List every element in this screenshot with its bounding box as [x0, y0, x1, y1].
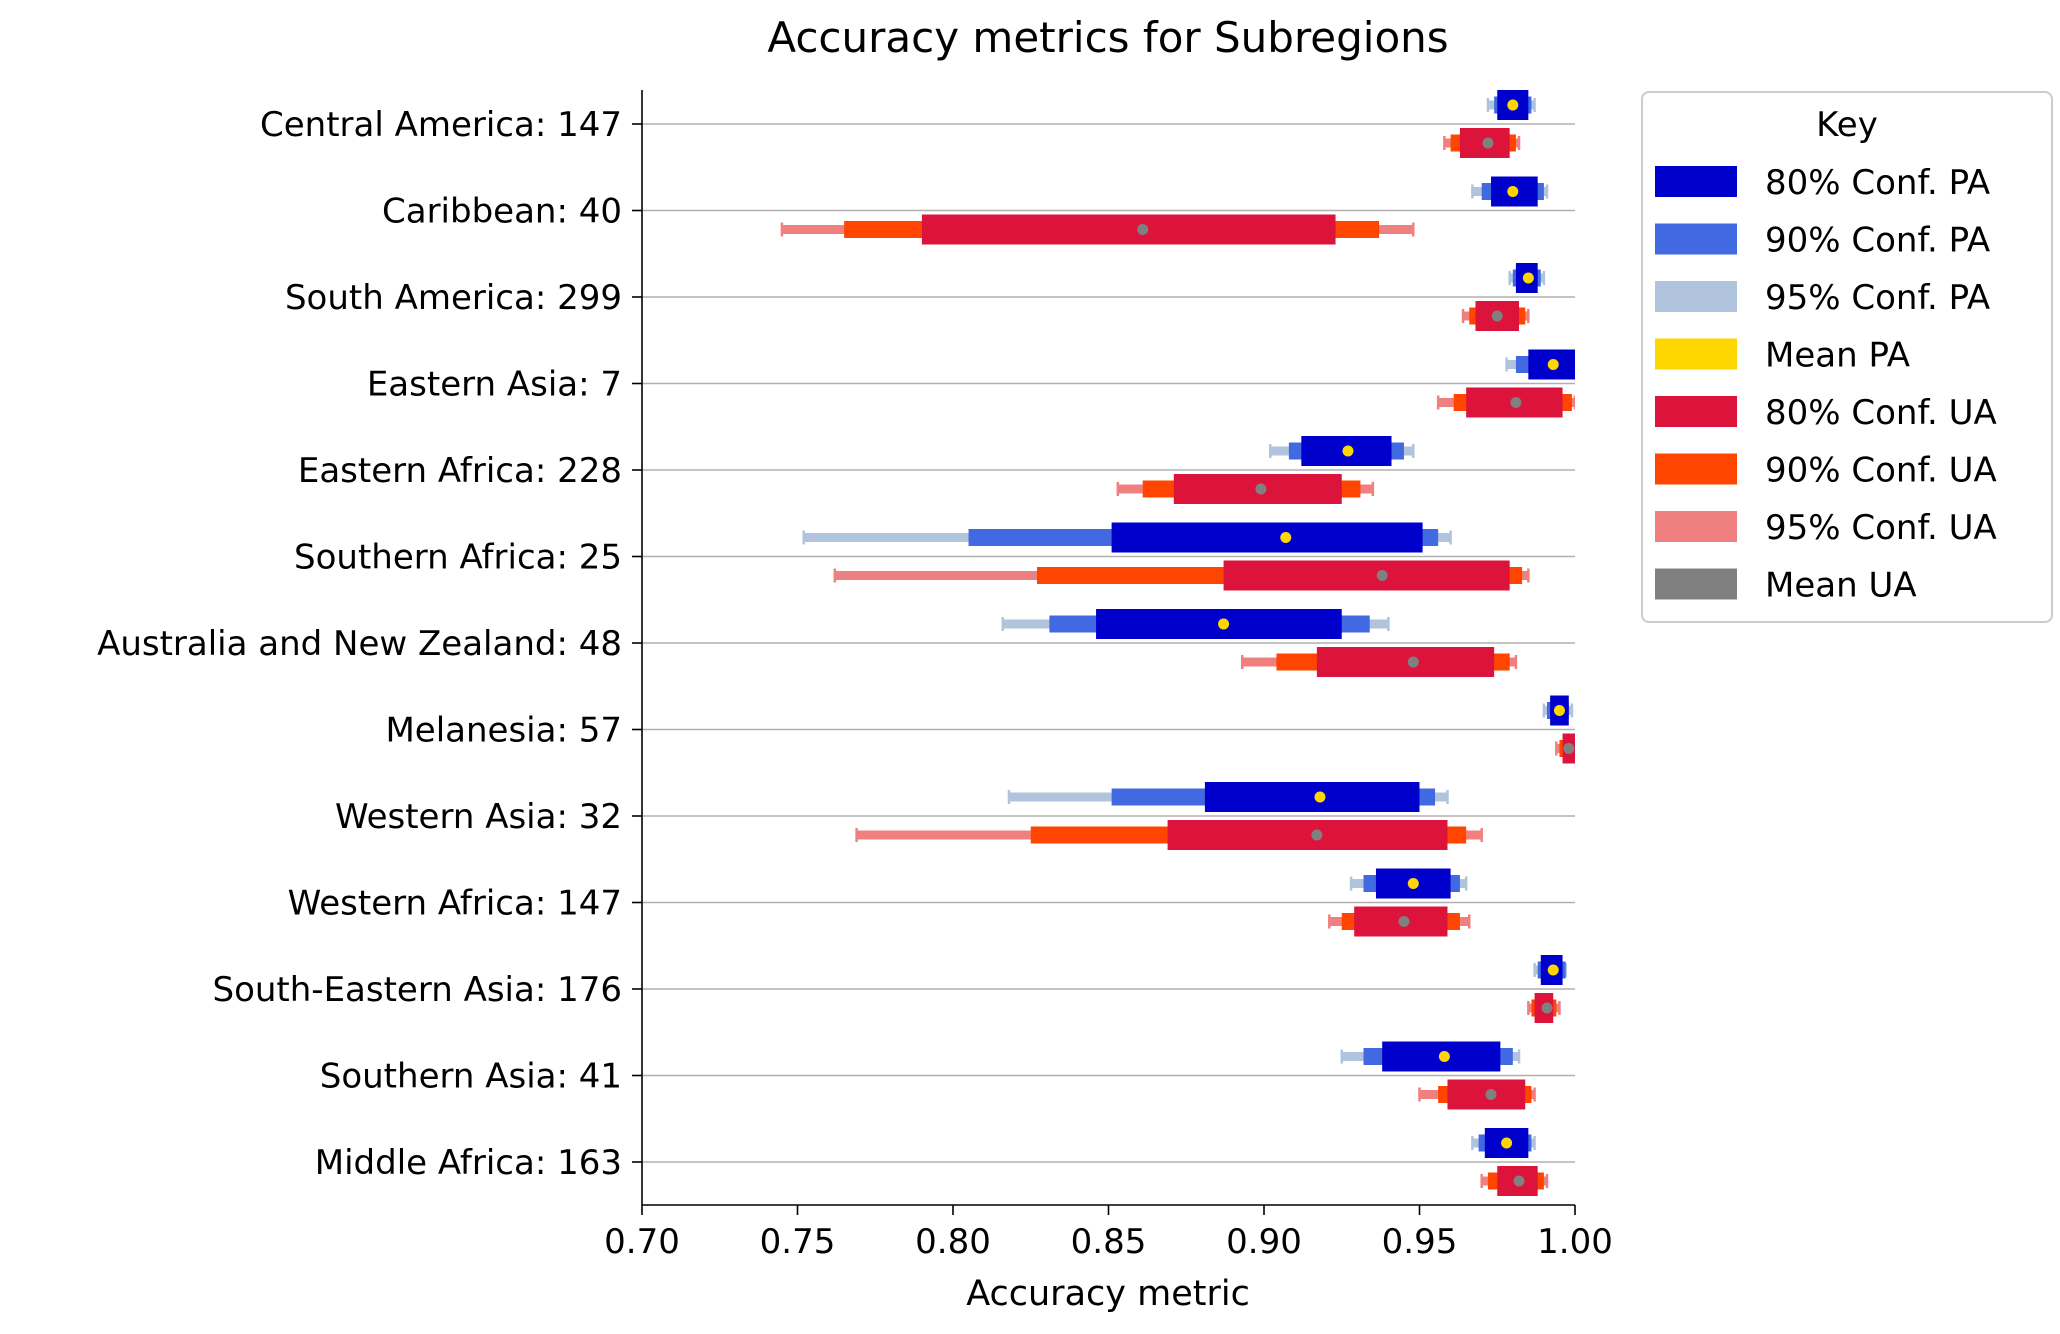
y-tick-label: Central America: 147 [260, 105, 622, 145]
y-tick-label: Southern Africa: 25 [294, 538, 622, 578]
ua-mean-point [1137, 224, 1149, 235]
pa-mean-point [1280, 532, 1292, 543]
legend-swatch [1655, 396, 1737, 427]
legend-swatch [1655, 511, 1737, 542]
legend-label: 80% Conf. PA [1765, 163, 1990, 203]
ua-ci80-bar [1316, 647, 1495, 677]
x-tick-label: 0.95 [1382, 1222, 1458, 1262]
ua-mean-point [1376, 570, 1388, 581]
x-tick-label: 0.90 [1226, 1222, 1302, 1262]
y-tick-label: Southern Asia: 41 [320, 1057, 622, 1097]
pa-mean-point [1407, 878, 1419, 889]
pa-mean-point [1438, 1051, 1450, 1062]
chart-title: Accuracy metrics for Subregions [767, 13, 1448, 62]
pa-mean-point [1507, 186, 1519, 197]
y-tick-label: South America: 299 [285, 278, 622, 318]
ua-ci80-bar [921, 214, 1336, 245]
legend-swatch [1655, 223, 1737, 255]
x-axis-label: Accuracy metric [966, 1274, 1250, 1314]
ua-mean-point [1513, 1175, 1525, 1187]
y-tick-label: Eastern Africa: 228 [298, 451, 622, 491]
legend-label: 90% Conf. UA [1765, 451, 1997, 491]
x-tick-label: 0.80 [915, 1222, 991, 1262]
legend-label: 95% Conf. PA [1765, 278, 1990, 318]
y-tick-label: Caribbean: 40 [382, 192, 622, 232]
legend-title: Key [1816, 105, 1878, 145]
plot-area [642, 90, 1575, 1196]
legend-swatch [1655, 166, 1737, 197]
legend-label: 80% Conf. UA [1765, 393, 1997, 433]
pa-mean-point [1507, 99, 1519, 111]
legend-box [1641, 91, 2053, 623]
pa-ci80-bar [1111, 522, 1423, 553]
y-tick-label: Eastern Asia: 7 [367, 365, 622, 405]
ua-mean-point [1485, 1089, 1497, 1100]
pa-mean-point [1342, 445, 1354, 457]
ua-ci80-bar [1167, 820, 1448, 850]
ua-mean-point [1563, 743, 1575, 754]
legend-label: Mean UA [1765, 566, 1917, 606]
legend-label: Mean PA [1765, 336, 1910, 376]
y-tick-label: Middle Africa: 163 [315, 1143, 622, 1183]
y-tick-label: Australia and New Zealand: 48 [97, 624, 622, 664]
x-tick-label: 0.75 [760, 1222, 836, 1262]
pa-mean-point [1522, 272, 1534, 284]
pa-mean-point [1547, 964, 1559, 976]
pa-ci80-bar [1204, 782, 1420, 812]
y-tick-label: Western Africa: 147 [288, 884, 622, 924]
y-tick-label: Melanesia: 57 [385, 711, 622, 751]
y-tick-label: Western Asia: 32 [335, 797, 622, 837]
legend-label: 95% Conf. UA [1765, 508, 1997, 548]
ua-mean-point [1311, 829, 1323, 841]
legend-swatch [1655, 568, 1737, 600]
pa-mean-point [1501, 1137, 1513, 1149]
ua-mean-point [1482, 137, 1494, 149]
ua-mean-point [1407, 656, 1419, 668]
pa-mean-point [1314, 791, 1326, 803]
x-tick-label: 0.85 [1071, 1222, 1147, 1262]
pa-mean-point [1553, 705, 1565, 716]
y-tick-label: South-Eastern Asia: 176 [212, 970, 622, 1010]
pa-mean-point [1547, 359, 1559, 370]
ua-mean-point [1491, 310, 1503, 322]
legend-label: 90% Conf. PA [1765, 221, 1990, 261]
ua-mean-point [1541, 1002, 1553, 1014]
legend-swatch [1655, 281, 1737, 312]
pa-mean-point [1218, 618, 1230, 630]
legend-swatch [1655, 338, 1737, 370]
ua-mean-point [1398, 916, 1410, 927]
x-tick-label: 0.70 [604, 1222, 680, 1262]
x-tick-label: 1.00 [1537, 1222, 1613, 1262]
legend-swatch [1655, 453, 1737, 485]
ua-mean-point [1255, 483, 1267, 495]
ua-mean-point [1510, 397, 1522, 408]
ua-ci80-bar [1223, 560, 1510, 591]
